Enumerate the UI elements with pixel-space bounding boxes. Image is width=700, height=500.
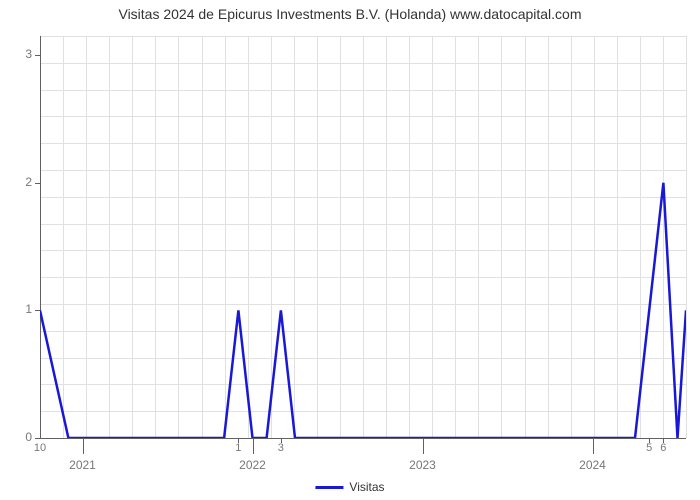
chart-title: Visitas 2024 de Epicurus Investments B.V… — [0, 6, 700, 22]
series-line — [40, 36, 686, 438]
gridline-vertical — [686, 36, 687, 438]
y-tick-label: 2 — [8, 175, 32, 189]
x-major-tick-mark — [593, 438, 594, 454]
chart-legend: Visitas — [315, 480, 384, 494]
x-minor-tick-label: 6 — [653, 442, 673, 454]
x-minor-tick-label: 3 — [271, 442, 291, 454]
x-edge-label: 10 — [30, 442, 50, 454]
plot-area — [40, 36, 686, 438]
y-tick-mark — [35, 438, 40, 439]
visits-line-chart: Visitas 2024 de Epicurus Investments B.V… — [0, 0, 700, 500]
y-tick-label: 3 — [8, 47, 32, 61]
x-major-tick-mark — [253, 438, 254, 454]
x-major-tick-label: 2022 — [228, 458, 278, 472]
x-major-tick-label: 2021 — [58, 458, 108, 472]
x-major-tick-mark — [423, 438, 424, 454]
legend-swatch — [315, 486, 343, 489]
x-major-tick-label: 2024 — [568, 458, 618, 472]
y-tick-label: 1 — [8, 302, 32, 316]
x-major-tick-mark — [83, 438, 84, 454]
x-minor-tick-label: 1 — [228, 442, 248, 454]
x-axis-line — [40, 438, 686, 439]
x-major-tick-label: 2023 — [398, 458, 448, 472]
legend-label: Visitas — [349, 480, 384, 494]
y-tick-label: 0 — [8, 430, 32, 444]
